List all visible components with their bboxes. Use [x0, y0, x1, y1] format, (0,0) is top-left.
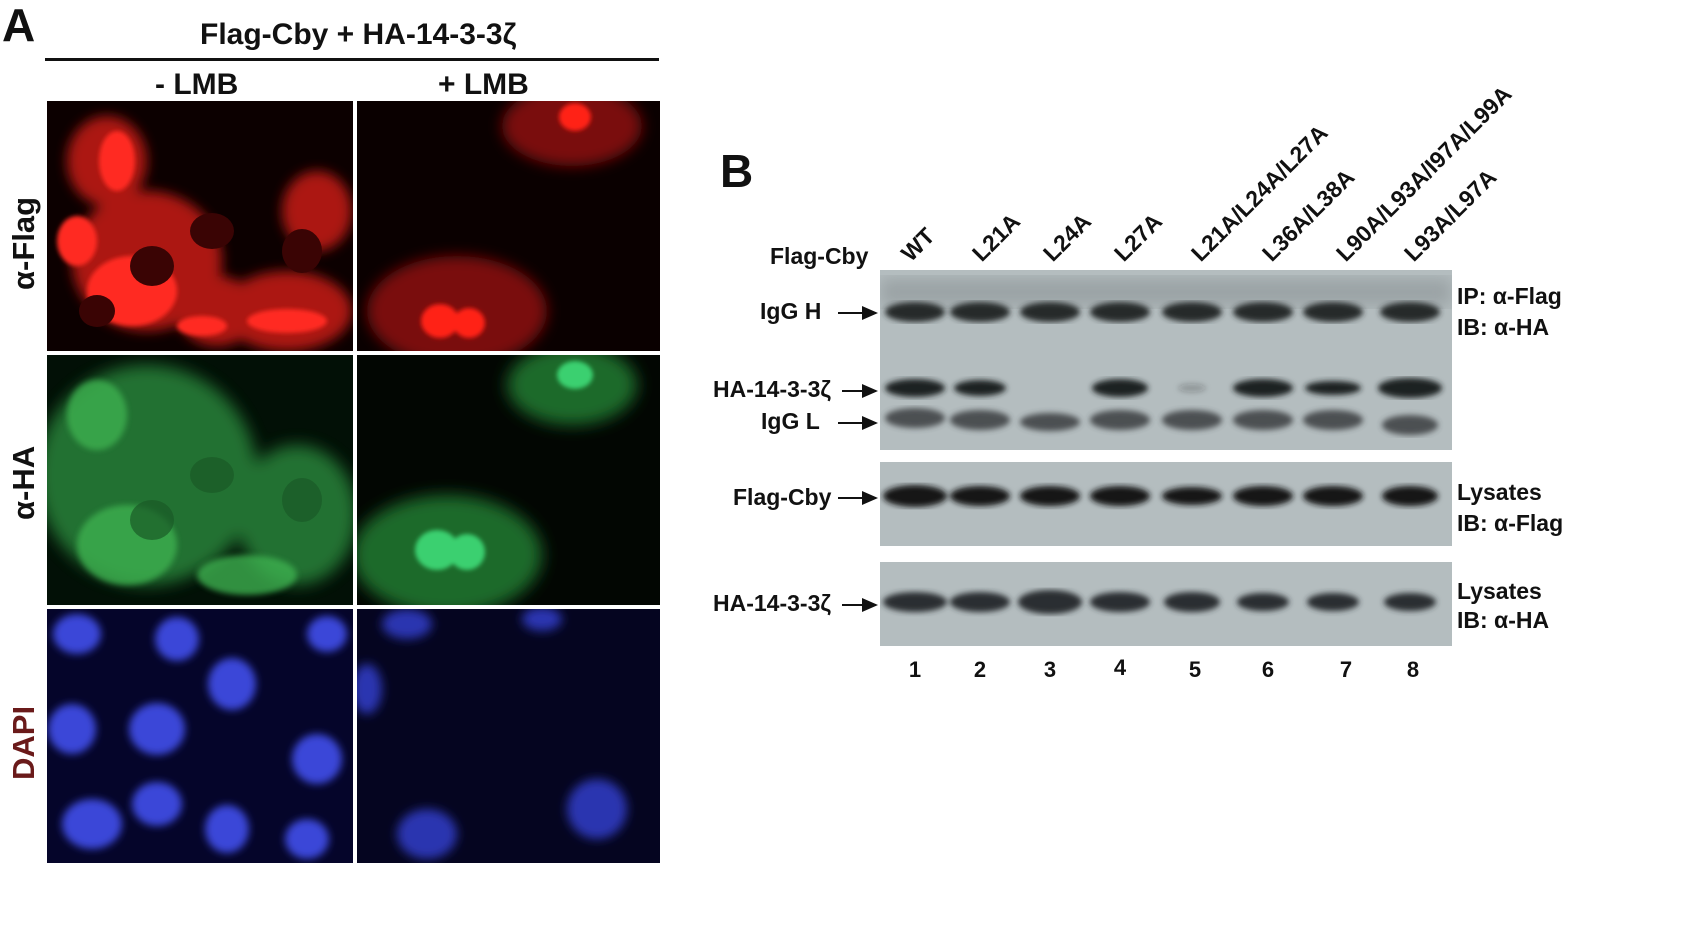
column-label-minus-lmb: - LMB: [155, 68, 239, 101]
label-ip-ib-ha: IB: α-HA: [1457, 314, 1550, 340]
label-ha-1433: HA-14-3-3ζ: [713, 376, 831, 402]
micrograph-dapi-minus-lmb: [47, 609, 353, 863]
micrograph-ha-plus-lmb: [357, 355, 660, 605]
arrow-igg-l: [838, 416, 878, 430]
construct-label: Flag-Cby: [770, 243, 869, 269]
label-lysates-1: Lysates: [1457, 479, 1542, 505]
arrow-flag-cby: [838, 491, 878, 505]
label-lysates-1-ib-flag: IB: α-Flag: [1457, 510, 1564, 536]
blot-lysates-ha: [880, 562, 1452, 646]
lane-label-4: L27A: [1108, 208, 1168, 267]
blot-ip: [880, 270, 1452, 450]
title-underline: [45, 58, 659, 61]
label-lysates-2: Lysates: [1457, 578, 1542, 604]
row-label-ha: α-HA: [6, 445, 41, 520]
arrow-igg-h: [838, 306, 878, 320]
column-label-plus-lmb: + LMB: [438, 68, 529, 101]
lane-number-2: 2: [973, 657, 987, 682]
micrograph-dapi-plus-lmb: [357, 609, 660, 863]
label-flag-cby: Flag-Cby: [733, 484, 832, 510]
lane-label-3: L24A: [1037, 208, 1097, 267]
arrow-ha-1433: [842, 384, 878, 398]
micrograph-flag-plus-lmb: [357, 101, 660, 351]
panel-b-letter: B: [720, 145, 754, 197]
lane-number-7: 7: [1339, 657, 1353, 682]
label-lysates-2-ib-ha: IB: α-HA: [1457, 607, 1550, 633]
micrograph-ha-minus-lmb: [47, 355, 353, 605]
blot-lysates-flag: [880, 462, 1452, 546]
label-igg-l: IgG L: [761, 408, 820, 434]
row-label-flag: α-Flag: [6, 196, 41, 290]
lane-number-4: 4: [1113, 655, 1127, 680]
lane-number-1: 1: [908, 657, 922, 682]
panel-a-title: Flag-Cby + HA-14-3-3ζ: [200, 18, 517, 51]
lane-label-1: WT: [895, 222, 940, 267]
label-ha-1433-lysate: HA-14-3-3ζ: [713, 590, 831, 616]
micrograph-flag-minus-lmb: [47, 101, 353, 351]
lane-number-6: 6: [1261, 657, 1275, 682]
arrow-ha-1433-lysate: [842, 598, 878, 612]
lane-number-5: 5: [1188, 657, 1202, 682]
lane-number-3: 3: [1043, 657, 1057, 682]
label-igg-h: IgG H: [760, 298, 822, 324]
row-label-dapi: DAPI: [6, 705, 41, 780]
panel-a-letter: A: [2, 0, 36, 51]
lane-label-2: L21A: [966, 208, 1026, 267]
label-ip-flag: IP: α-Flag: [1457, 283, 1562, 309]
lane-number-8: 8: [1406, 657, 1420, 682]
